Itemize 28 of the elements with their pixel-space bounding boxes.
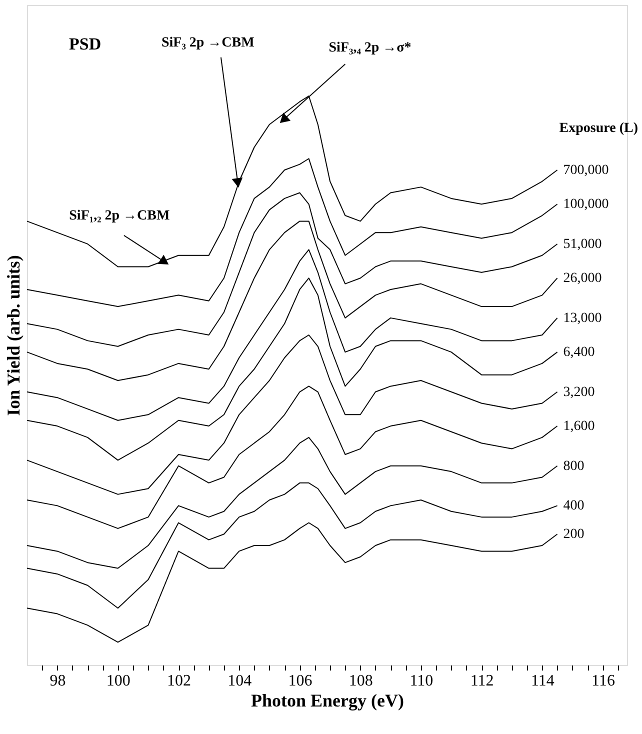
series-label: 51,000 [563, 236, 602, 252]
x-tick-label: 112 [470, 672, 494, 690]
annotation: SiF₁,₂ 2p →CBM [69, 208, 170, 224]
series-label: 26,000 [563, 271, 602, 286]
legend-title: Exposure (L) [559, 121, 638, 136]
series-label: 13,000 [563, 310, 602, 326]
x-tick-label: 100 [106, 672, 130, 690]
series-label: 800 [563, 458, 584, 474]
x-tick-label: 104 [228, 672, 252, 690]
x-tick-label: 98 [50, 672, 66, 690]
series-label: 200 [563, 527, 584, 542]
x-tick-label: 106 [288, 672, 312, 690]
series-label: 3,200 [563, 384, 595, 400]
annotation: SiF₃,₄ 2p →σ* [328, 40, 412, 56]
x-tick-label: 110 [410, 672, 434, 690]
x-tick-label: 114 [530, 672, 554, 690]
series-label: 400 [563, 498, 584, 514]
series-label: 6,400 [563, 345, 595, 360]
series-label: 1,600 [563, 419, 595, 434]
series-label: 700,000 [563, 163, 609, 178]
x-tick-label: 102 [167, 672, 192, 690]
y-axis-title: Ion Yield (arb. units) [4, 255, 24, 416]
x-axis-title: Photon Energy (eV) [251, 690, 404, 710]
x-tick-label: 108 [348, 672, 373, 690]
x-tick-label: 116 [592, 672, 615, 690]
text: PSD [69, 34, 102, 54]
series-label: 100,000 [563, 197, 609, 212]
annotation: SiF₃ 2p →CBM [161, 36, 254, 51]
